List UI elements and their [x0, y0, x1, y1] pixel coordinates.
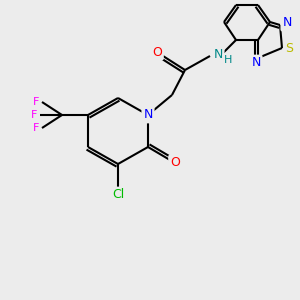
Text: Cl: Cl [112, 188, 124, 202]
Text: N: N [251, 56, 261, 70]
Text: N: N [213, 49, 223, 62]
Text: O: O [152, 46, 162, 59]
Text: H: H [224, 55, 232, 65]
Text: F: F [31, 110, 37, 120]
Text: S: S [285, 41, 293, 55]
Text: F: F [33, 123, 39, 133]
Text: F: F [33, 97, 39, 107]
Text: N: N [282, 16, 292, 29]
Text: N: N [143, 109, 153, 122]
Text: O: O [170, 157, 180, 169]
